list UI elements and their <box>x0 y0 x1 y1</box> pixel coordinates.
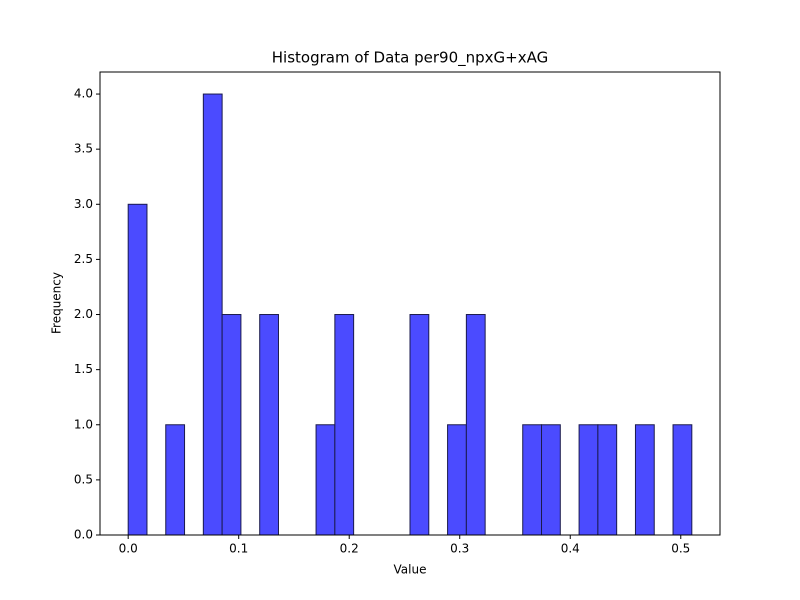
x-tick-label: 0.3 <box>450 542 469 556</box>
y-tick-label: 0.0 <box>74 528 93 542</box>
bar <box>522 424 543 536</box>
bar <box>165 424 186 536</box>
bar <box>634 424 655 536</box>
x-tick-label: 0.1 <box>229 542 248 556</box>
chart-title: Histogram of Data per90_npxG+xAG <box>272 49 549 68</box>
y-tick-label: 0.5 <box>74 472 93 486</box>
x-tick-label: 0.5 <box>671 542 690 556</box>
bar <box>447 424 467 536</box>
plot-frame <box>99 71 721 536</box>
y-tick-label: 1.0 <box>74 417 93 431</box>
bar <box>672 424 693 536</box>
bar <box>127 203 148 536</box>
y-tick-label: 3.5 <box>74 142 93 156</box>
bar <box>315 424 336 536</box>
y-tick-label: 1.5 <box>74 362 93 376</box>
x-tick-label: 0.2 <box>340 542 359 556</box>
y-tick-label: 4.0 <box>74 87 93 101</box>
y-axis-label: Frequency <box>50 272 64 334</box>
bar <box>597 424 618 536</box>
bar <box>221 314 242 536</box>
x-tick-label: 0.4 <box>561 542 580 556</box>
y-tick-label: 2.0 <box>74 307 93 321</box>
bar <box>334 314 355 536</box>
bar <box>578 424 599 536</box>
y-tick-label: 3.0 <box>74 197 93 211</box>
bar <box>259 314 279 536</box>
x-axis-label: Value <box>394 563 427 577</box>
bar <box>465 314 486 536</box>
bar <box>202 93 223 536</box>
bar <box>541 424 561 536</box>
y-tick-label: 2.5 <box>74 252 93 266</box>
x-tick-label: 0.0 <box>119 542 138 556</box>
bar <box>409 314 430 536</box>
